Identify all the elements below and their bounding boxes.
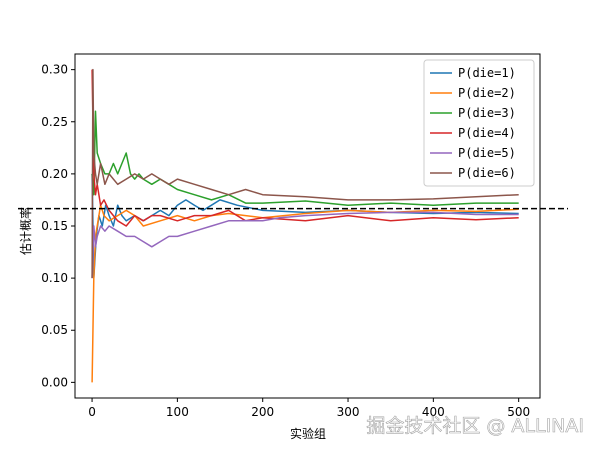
x-tick-label: 200 [251, 405, 274, 419]
series-line-3 [91, 110, 519, 206]
y-axis-label: 估计概率 [18, 207, 33, 255]
y-tick-label: 0.25 [41, 115, 68, 129]
x-axis-label: 实验组 [290, 426, 326, 441]
series-line-6 [91, 68, 519, 279]
legend-label: P(die=5) [458, 146, 516, 160]
y-tick-label: 0.05 [41, 323, 68, 337]
x-tick-label: 100 [166, 405, 189, 419]
series-line-5 [91, 211, 519, 279]
series-line-1 [91, 173, 519, 279]
legend-label: P(die=4) [458, 126, 516, 140]
x-tick-label: 400 [422, 405, 445, 419]
watermark: 掘金技术社区 @ ALLINAI [366, 415, 584, 437]
y-tick-label: 0.30 [41, 63, 68, 77]
legend-label: P(die=6) [458, 166, 516, 180]
legend-label: P(die=3) [458, 106, 516, 120]
legend: P(die=1) P(die=2) P(die=3) P(die=4) P(die=5)… [423, 59, 535, 187]
x-tick-label: 500 [507, 405, 530, 419]
legend-label: P(die=2) [458, 86, 516, 100]
series-line-2 [91, 204, 519, 383]
y-tick-label: 0.00 [41, 375, 68, 389]
axes: 0 100 200 300 400 500 0.00 0.05 0.10 0.15 0.20 0.25… [41, 53, 541, 419]
y-tick-label: 0.15 [41, 219, 68, 233]
y-tick-label: 0.10 [41, 271, 68, 285]
y-tick-label: 0.20 [41, 167, 68, 181]
legend-box [423, 59, 535, 187]
legend-label: P(die=1) [458, 66, 516, 80]
x-tick-label: 300 [337, 405, 360, 419]
x-tick-label: 0 [88, 405, 96, 419]
plot-area [18, 68, 568, 383]
series-line-4 [91, 69, 519, 227]
